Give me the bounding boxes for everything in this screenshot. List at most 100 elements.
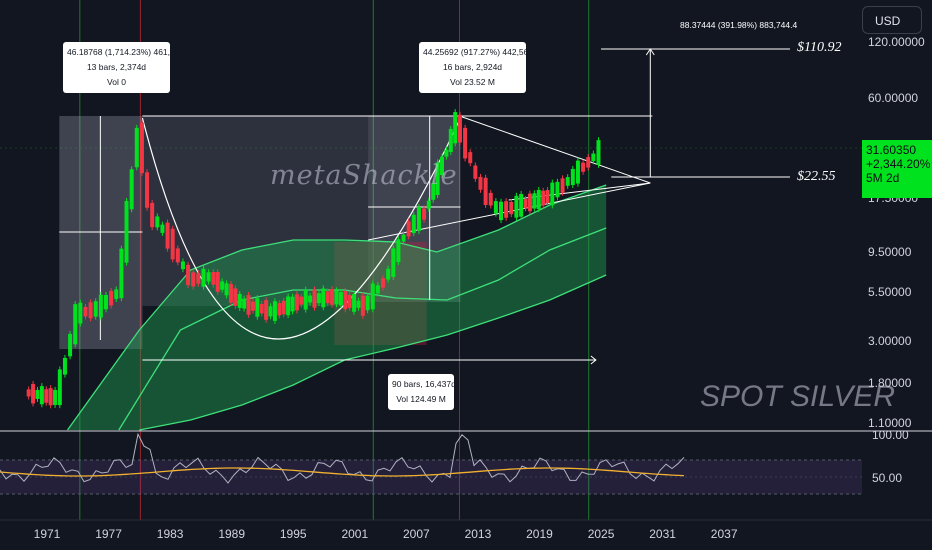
candle-body	[281, 300, 286, 315]
candle-body	[545, 190, 550, 204]
candle-body	[356, 300, 361, 308]
price-tick-label: 60.00000	[868, 91, 918, 105]
candle-body	[586, 157, 591, 168]
candle-body	[124, 200, 129, 263]
last-price-badge: 31.60350 +2,344.20% 5M 2d	[862, 140, 932, 198]
candle-body	[83, 306, 88, 317]
measure-box-3: 90 bars, 16,437d Vol 124.49 M	[388, 374, 456, 410]
level-22-label: $22.55	[797, 169, 836, 184]
rsi-ma-line	[0, 467, 685, 477]
candle-body	[228, 284, 233, 303]
candle-body	[463, 127, 468, 159]
timeframe-label: 5M 2d	[866, 171, 900, 185]
candle-body	[165, 222, 170, 249]
candle-body	[435, 162, 440, 195]
candle-body	[406, 221, 411, 237]
candle-body	[338, 292, 343, 306]
candle-body	[294, 294, 299, 311]
candle-body	[488, 192, 493, 206]
candle-body	[206, 272, 211, 282]
candle-body	[299, 296, 304, 305]
candle-body	[555, 181, 560, 198]
candle-body	[119, 248, 124, 299]
candle-body	[272, 301, 277, 321]
candle-body	[396, 239, 401, 263]
candle-body	[343, 290, 348, 310]
growth-channel-band	[67, 185, 607, 430]
time-tick-label: 1977	[95, 527, 122, 541]
candle-body	[416, 207, 421, 232]
last-price: 31.60350	[866, 143, 917, 157]
candle-body	[386, 268, 391, 280]
candle-body	[504, 201, 509, 218]
measure-3-vol: Vol 124.49 M	[396, 394, 446, 404]
triangle-inner-line	[508, 182, 651, 201]
candle-body	[109, 290, 114, 306]
candle-body	[591, 153, 596, 162]
measure-box-2: 44.25692 (917.27%) 442,569.2 16 bars, 2,…	[419, 42, 541, 93]
candle-body	[596, 140, 601, 165]
candle-body	[316, 293, 321, 304]
candle-body	[565, 177, 570, 186]
measure-2-change: 44.25692 (917.27%) 442,569.2	[423, 47, 541, 57]
candle-body	[478, 176, 483, 190]
candle-body	[570, 168, 575, 186]
time-tick-label: 1983	[157, 527, 184, 541]
candle-body	[180, 261, 185, 270]
candle-body	[303, 289, 308, 310]
candle-body	[325, 291, 330, 304]
price-tick-label: 120.00000	[868, 35, 925, 49]
candle-body	[31, 383, 36, 404]
candle-body	[129, 169, 134, 210]
price-change: +2,344.20%	[866, 157, 931, 171]
candle-body	[411, 214, 416, 234]
candle-body	[48, 388, 53, 406]
candle-body	[191, 272, 196, 287]
target-measure-label: 88.37444 (391.98%) 883,744.4	[680, 20, 798, 30]
candle-body	[186, 264, 191, 286]
candle-body	[170, 228, 175, 260]
candle-body	[581, 162, 586, 172]
level-110-label: $110.92	[797, 40, 842, 55]
target-arrow-head	[645, 48, 655, 56]
candle-body	[453, 112, 458, 144]
candle-body	[73, 304, 78, 345]
candle-body	[401, 234, 406, 242]
candle-body	[220, 281, 225, 290]
candle-body	[381, 278, 386, 288]
time-tick-label: 2037	[711, 527, 738, 541]
candle-body	[250, 301, 255, 311]
price-tick-label: 9.50000	[868, 245, 912, 259]
candle-body	[499, 201, 504, 221]
candle-body	[483, 177, 488, 205]
candle-body	[426, 200, 431, 209]
candle-body	[514, 195, 519, 218]
candle-body	[211, 271, 216, 285]
candle-body	[365, 295, 370, 311]
time-tick-label: 2025	[588, 527, 615, 541]
candle-body	[550, 182, 555, 206]
candle-body	[352, 293, 357, 312]
candle-body	[62, 357, 67, 375]
currency-button[interactable]: USD	[862, 6, 922, 34]
candle-body	[224, 283, 229, 296]
candle-body	[103, 295, 108, 310]
candle-body	[57, 369, 62, 406]
channel-lower-line	[139, 274, 607, 431]
candle-body	[201, 268, 206, 287]
candle-body	[448, 128, 453, 153]
candle-body	[473, 165, 478, 179]
candle-body	[44, 389, 49, 403]
candle-body	[519, 194, 524, 217]
cup-region	[142, 116, 369, 306]
candle-body	[242, 298, 247, 309]
candle-body	[233, 288, 238, 306]
candle-body	[440, 156, 445, 176]
candle-body	[150, 202, 155, 228]
candle-body	[347, 295, 352, 308]
time-tick-label: 1971	[34, 527, 61, 541]
price-tick-label: 5.50000	[868, 285, 912, 299]
candle-body	[560, 178, 565, 193]
candle-body	[370, 283, 375, 310]
measure-2-vol: Vol 23.52 M	[450, 77, 495, 87]
